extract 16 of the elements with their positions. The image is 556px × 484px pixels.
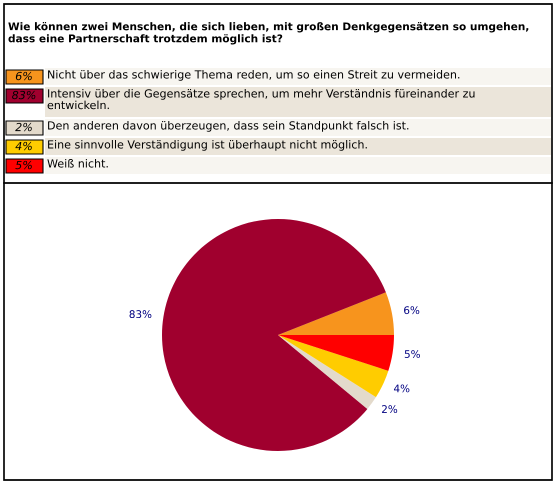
legend-label: Eine sinnvolle Verständigung ist überhaupt nicht möglich. xyxy=(48,140,367,151)
data-label: 2% xyxy=(382,405,398,414)
data-label: 5% xyxy=(404,350,420,358)
data-label: 6% xyxy=(404,306,420,314)
text: 6% xyxy=(16,72,32,80)
legend-label: Weiß nicht. xyxy=(47,159,108,168)
text: 4% xyxy=(15,142,32,150)
legend-label: Nicht über das schwierige Thema reden, um so einen Streit zu vermeiden. xyxy=(48,70,460,81)
legend-label: Intensiv über die Gegensätze sprechen, um mehr Verständnis füreinander zu entwickeln. xyxy=(48,89,474,110)
legend-label: Den anderen davon überzeugen, dass sein Standpunkt falsch ist. xyxy=(48,121,408,132)
text: 2% xyxy=(15,122,32,132)
chart-title: Wie können zwei Menschen, die sich lieben, mit großen Denkgegensätzen so umgehen, dass eine Partnerschaft trotzdem möglich ist? xyxy=(8,22,528,45)
text: 83% xyxy=(12,90,36,100)
data-label: 83% xyxy=(130,310,152,318)
text: 5% xyxy=(15,160,32,170)
data-label: 4% xyxy=(394,384,410,392)
